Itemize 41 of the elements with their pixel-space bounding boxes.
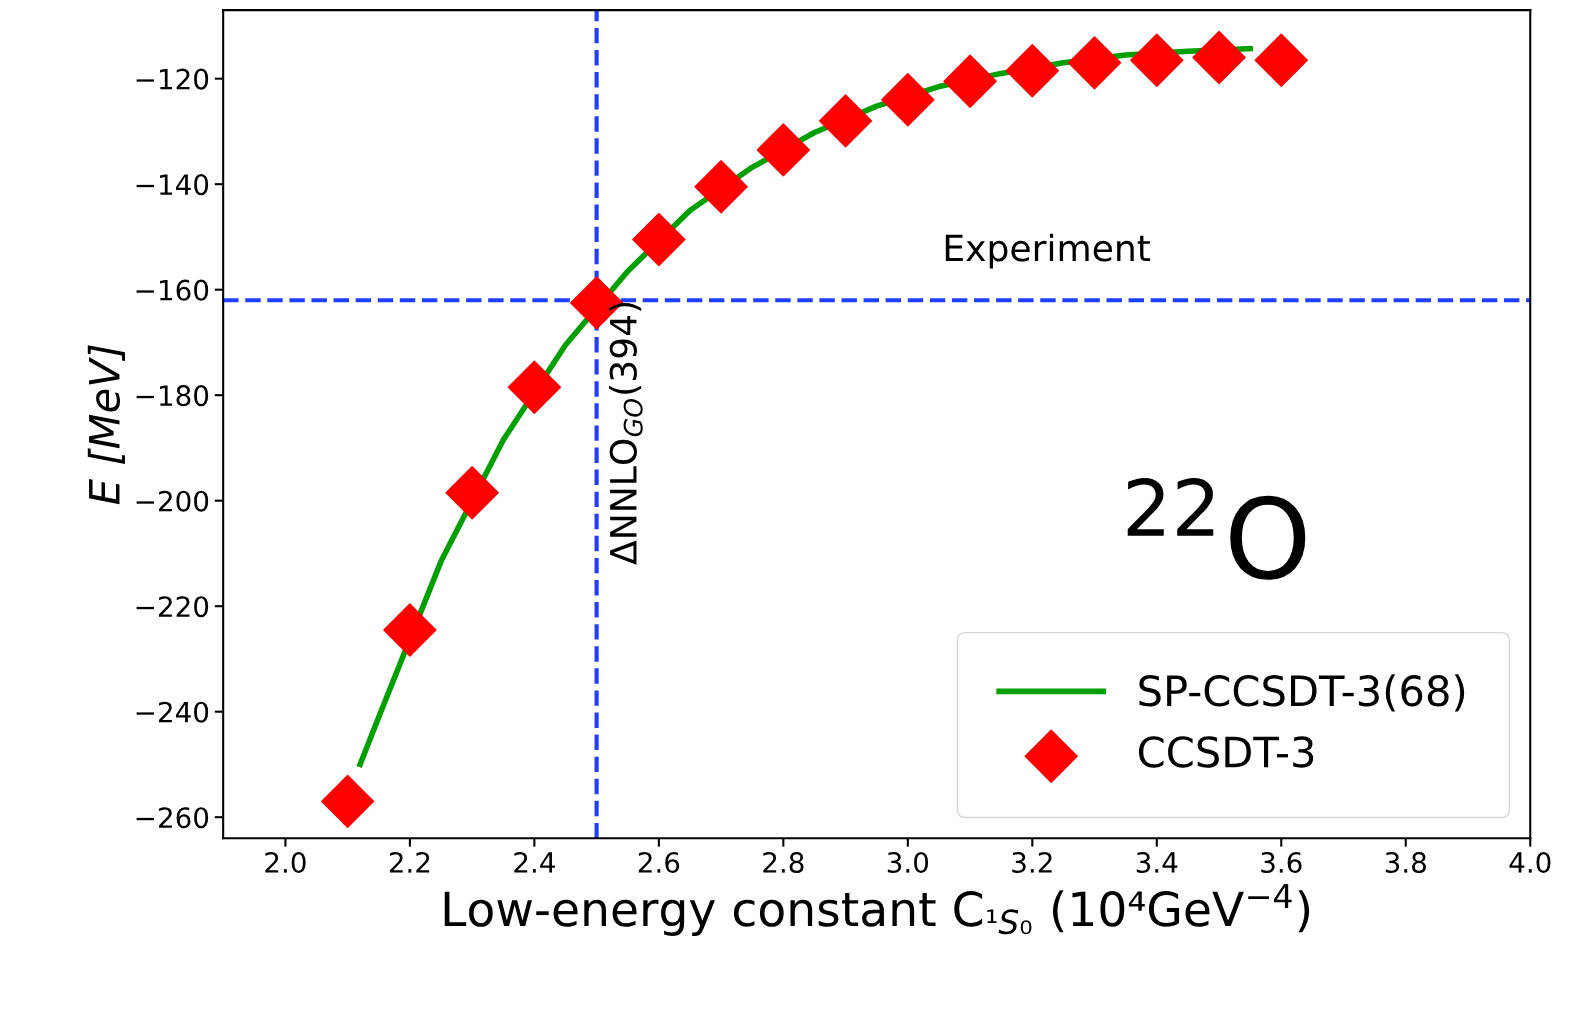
ref-line-label: Experiment <box>945 233 1151 269</box>
x-tick-label: 3.6 <box>1261 851 1302 873</box>
x-axis-title: Low-energy constant C$_{¹S₀}$ (10⁴GeV$^{−4}$) <box>444 883 1310 936</box>
x-tick-label: 2.4 <box>514 851 555 873</box>
annotation: $^{22}$O <box>1127 477 1306 580</box>
y-tick-label: −140 <box>136 174 209 196</box>
y-tick-label: −260 <box>136 807 209 829</box>
y-tick-label: −240 <box>136 701 209 723</box>
x-tick-label: 4.0 <box>1509 851 1551 873</box>
point <box>1254 33 1308 87</box>
x-tick-label: 2.6 <box>638 851 680 873</box>
y-axis-title: E [MeV] <box>87 345 125 505</box>
point <box>383 603 437 657</box>
point <box>1005 44 1059 98</box>
legend-label: SP-CCSDT-3(68) <box>1139 674 1465 712</box>
point <box>507 360 562 414</box>
x-tick-label: 2.0 <box>265 851 306 873</box>
point <box>1130 33 1184 87</box>
y-tick-label: −160 <box>136 279 209 301</box>
x-tick-label: 3.4 <box>1136 851 1178 873</box>
legend-label: CCSDT-3 <box>1138 736 1314 768</box>
point <box>756 123 811 177</box>
point <box>818 94 873 148</box>
y-tick-label: −180 <box>136 385 209 407</box>
point <box>694 160 748 214</box>
x-tick-label: 3.2 <box>1012 851 1052 873</box>
ref-line-label: ΔNNLO$_{GO}$(394) <box>609 302 643 565</box>
x-tick-label: 3.0 <box>887 851 929 873</box>
x-tick-label: 2.8 <box>763 851 804 873</box>
point <box>881 73 935 127</box>
x-tick-label: 2.2 <box>389 851 430 873</box>
point <box>1067 36 1122 90</box>
point <box>445 466 499 520</box>
y-tick-label: −120 <box>136 68 209 90</box>
point <box>1192 30 1246 85</box>
point <box>943 54 997 108</box>
y-tick-label: −220 <box>136 596 209 618</box>
x-tick-label: 3.8 <box>1385 851 1426 873</box>
y-tick-label: −200 <box>136 490 209 512</box>
point <box>632 212 686 267</box>
point <box>320 774 375 829</box>
